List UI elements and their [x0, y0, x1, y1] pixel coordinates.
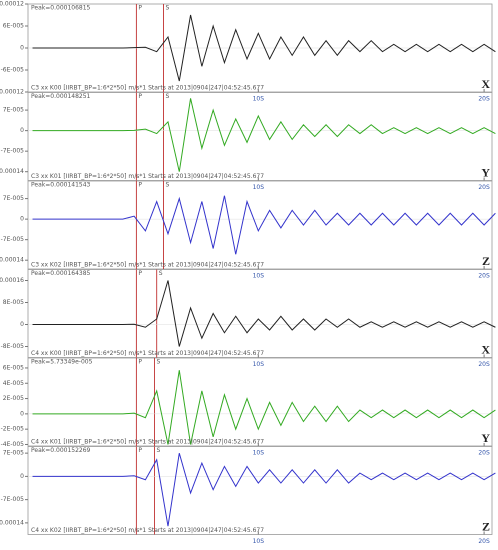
phase-label: S: [165, 93, 169, 100]
y-tick-label: 2E-005: [3, 395, 24, 402]
phase-label: S: [159, 270, 163, 277]
peak-label: Peak=0.000148251: [31, 93, 91, 100]
trace: [32, 14, 496, 82]
phase-label: S: [165, 5, 169, 12]
channel-label: C3 xx K01 [IIRBT_BP=1:6*2*50] m/s*1 Star…: [31, 173, 264, 180]
channel-label: C4 xx K02 [IIRBT_BP=1:6*2*50] m/s*1 Star…: [31, 527, 264, 534]
panel-frame: [27, 92, 493, 181]
x-tick-label: 20S: [478, 450, 490, 457]
y-tick-label: -2E-005: [1, 426, 25, 433]
channel-label: C3 xx K02 [IIRBT_BP=1:6*2*50] m/s*1 Star…: [31, 262, 264, 269]
x-tick-label: 10S: [253, 450, 265, 457]
x-tick-label: 10S: [253, 273, 265, 280]
y-tick-label: 8E-005: [3, 299, 24, 306]
y-tick-label: -6E-005: [1, 67, 25, 74]
peak-label: Peak=5.73349e-005: [31, 359, 93, 366]
y-tick-label: -4E-005: [1, 441, 25, 448]
component-label: X: [481, 77, 490, 91]
y-tick-label: -0.00012: [0, 89, 24, 96]
phase-label: P: [138, 182, 142, 189]
y-tick-label: -0.00014: [0, 519, 24, 526]
y-tick-label: 7E-005: [3, 450, 24, 457]
component-label: X: [481, 342, 490, 356]
y-tick-label: 0.00016: [0, 277, 24, 284]
y-tick-label: 0: [20, 127, 24, 134]
peak-label: Peak=0.000106815: [31, 5, 91, 12]
component-label: Z: [482, 254, 490, 268]
phase-label: P: [138, 447, 142, 454]
y-tick-label: 0.00012: [0, 1, 24, 8]
x-tick-label: 20S: [478, 361, 490, 368]
component-label: Z: [482, 519, 490, 533]
panel-frame: [27, 357, 493, 447]
peak-label: Peak=0.000164385: [31, 270, 91, 277]
x-tick-label: 20S: [478, 273, 490, 280]
x-tick-label: 10S: [253, 361, 265, 368]
phase-label: S: [156, 447, 160, 454]
trace: [32, 98, 496, 172]
y-tick-label: 6E-005: [3, 23, 24, 30]
trace: [32, 370, 496, 445]
phase-label: P: [138, 93, 142, 100]
y-tick-label: 4E-005: [3, 380, 24, 387]
y-tick-label: -7E-005: [1, 496, 25, 503]
x-tick-label: 20S: [478, 538, 490, 545]
peak-label: Peak=0.000152269: [31, 447, 91, 454]
peak-label: Peak=0.000141543: [31, 182, 91, 189]
phase-label: P: [138, 270, 142, 277]
x-tick-label: 20S: [478, 184, 490, 191]
x-tick-label: 10S: [253, 538, 265, 545]
component-label: Y: [481, 165, 490, 179]
phase-label: S: [165, 182, 169, 189]
y-tick-label: 7E-005: [3, 107, 24, 114]
trace: [32, 280, 496, 347]
component-label: Y: [481, 431, 490, 445]
panel-frame: [27, 180, 493, 270]
channel-label: C4 xx K01 [IIRBT_BP=1:6*2*50] m/s*1 Star…: [31, 439, 264, 446]
y-tick-label: 0: [20, 216, 24, 223]
y-tick-label: 0: [20, 321, 24, 328]
x-tick-label: 10S: [253, 96, 265, 103]
y-tick-label: 7E-005: [3, 195, 24, 202]
trace: [32, 195, 496, 255]
channel-label: C4 xx K00 [IIRBT_BP=1:6*2*50] m/s*1 Star…: [31, 350, 264, 357]
phase-label: S: [156, 359, 160, 366]
y-tick-label: 0: [20, 473, 24, 480]
y-tick-label: -0.00014: [0, 168, 24, 175]
channel-label: C3 xx K00 [IIRBT_BP=1:6*2*50] m/s*1 Star…: [31, 85, 264, 92]
panel-frame: [27, 446, 493, 535]
y-tick-label: -7E-005: [1, 148, 25, 155]
y-tick-label: 6E-005: [3, 364, 24, 371]
y-tick-label: 0: [20, 410, 24, 417]
trace: [32, 453, 496, 527]
phase-label: P: [138, 359, 142, 366]
x-tick-label: 10S: [253, 184, 265, 191]
x-tick-label: 20S: [478, 96, 490, 103]
panel-frame: [27, 269, 493, 358]
phase-label: P: [138, 5, 142, 12]
y-tick-label: -0.00014: [0, 257, 24, 264]
y-tick-label: -8E-005: [1, 343, 25, 350]
y-tick-label: -7E-005: [1, 236, 25, 243]
y-tick-label: 0: [20, 45, 24, 52]
